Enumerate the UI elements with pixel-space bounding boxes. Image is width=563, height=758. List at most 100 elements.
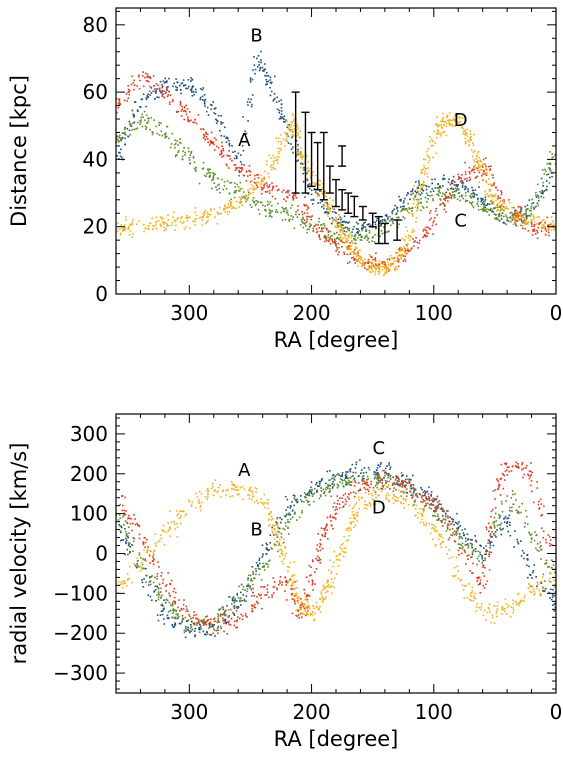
data-point bbox=[546, 162, 549, 165]
data-point bbox=[290, 593, 293, 596]
data-point bbox=[170, 579, 173, 582]
data-point bbox=[363, 487, 365, 489]
data-point bbox=[237, 489, 239, 492]
data-point bbox=[421, 205, 424, 208]
data-point bbox=[332, 474, 334, 477]
data-point bbox=[364, 226, 367, 229]
data-point bbox=[137, 524, 139, 526]
data-point bbox=[295, 614, 297, 617]
data-point bbox=[452, 194, 454, 196]
data-point bbox=[236, 620, 238, 623]
data-point bbox=[553, 603, 556, 605]
data-point bbox=[422, 498, 424, 501]
data-point bbox=[305, 496, 307, 499]
data-point bbox=[128, 565, 131, 568]
data-point bbox=[150, 576, 153, 578]
data-point bbox=[495, 204, 497, 207]
data-point bbox=[324, 494, 327, 497]
data-point bbox=[475, 539, 477, 542]
data-point bbox=[460, 177, 463, 180]
data-point bbox=[552, 220, 554, 223]
data-point bbox=[228, 615, 230, 617]
data-point bbox=[291, 204, 293, 207]
data-point bbox=[234, 169, 237, 171]
data-point bbox=[464, 141, 467, 143]
data-point bbox=[329, 238, 332, 240]
data-point bbox=[228, 620, 230, 623]
data-point bbox=[212, 485, 214, 488]
data-point bbox=[533, 208, 535, 210]
data-point bbox=[426, 172, 429, 175]
data-point bbox=[500, 533, 503, 536]
data-point bbox=[427, 498, 429, 500]
data-point bbox=[240, 597, 242, 599]
data-point bbox=[357, 232, 359, 234]
data-point bbox=[472, 169, 474, 171]
data-point bbox=[142, 116, 144, 118]
data-point bbox=[284, 218, 287, 221]
data-point bbox=[544, 563, 546, 565]
data-point bbox=[498, 483, 500, 486]
data-point bbox=[515, 461, 517, 464]
data-point bbox=[303, 613, 306, 616]
data-point bbox=[240, 583, 243, 586]
data-point bbox=[287, 518, 289, 521]
data-point bbox=[224, 618, 227, 621]
data-point bbox=[544, 227, 547, 230]
data-point bbox=[332, 199, 334, 202]
data-point bbox=[375, 252, 377, 254]
data-point bbox=[168, 601, 171, 604]
data-point bbox=[374, 258, 376, 261]
data-point bbox=[480, 203, 483, 206]
data-point bbox=[180, 82, 183, 85]
data-point bbox=[441, 118, 444, 120]
data-point bbox=[324, 535, 326, 537]
data-point bbox=[471, 195, 474, 197]
data-point bbox=[527, 215, 529, 217]
data-point bbox=[235, 486, 237, 488]
data-point bbox=[235, 207, 237, 210]
data-point bbox=[241, 163, 243, 166]
data-point bbox=[327, 483, 329, 486]
data-point bbox=[260, 597, 262, 599]
data-point bbox=[456, 527, 458, 530]
data-point bbox=[422, 189, 425, 192]
data-point bbox=[425, 230, 428, 232]
data-point bbox=[413, 241, 415, 243]
data-point bbox=[308, 183, 311, 185]
data-point bbox=[420, 169, 423, 171]
data-point bbox=[238, 166, 241, 169]
data-point bbox=[215, 186, 217, 188]
data-point bbox=[132, 113, 135, 115]
data-point bbox=[214, 216, 216, 218]
data-point bbox=[534, 531, 536, 533]
data-point bbox=[264, 170, 266, 173]
data-point bbox=[425, 235, 427, 238]
data-point bbox=[491, 208, 494, 211]
data-point bbox=[261, 179, 263, 182]
data-point bbox=[489, 526, 491, 529]
data-point bbox=[221, 145, 223, 147]
data-point bbox=[302, 218, 304, 220]
data-point bbox=[549, 163, 552, 166]
data-point bbox=[424, 196, 427, 199]
data-point bbox=[344, 221, 347, 224]
data-point bbox=[185, 628, 187, 630]
data-point bbox=[372, 263, 375, 266]
data-point bbox=[224, 610, 227, 612]
data-point bbox=[453, 195, 456, 197]
data-point bbox=[481, 199, 483, 201]
data-point bbox=[415, 210, 418, 212]
data-point bbox=[354, 262, 356, 264]
data-point bbox=[532, 571, 534, 574]
data-point bbox=[398, 480, 400, 483]
data-point bbox=[345, 471, 347, 473]
data-point bbox=[127, 227, 130, 229]
data-point bbox=[453, 540, 456, 542]
data-point bbox=[408, 208, 410, 210]
data-point bbox=[278, 100, 280, 102]
data-point bbox=[216, 184, 219, 187]
data-point bbox=[172, 608, 175, 610]
data-point bbox=[418, 242, 420, 244]
data-point bbox=[333, 483, 336, 486]
